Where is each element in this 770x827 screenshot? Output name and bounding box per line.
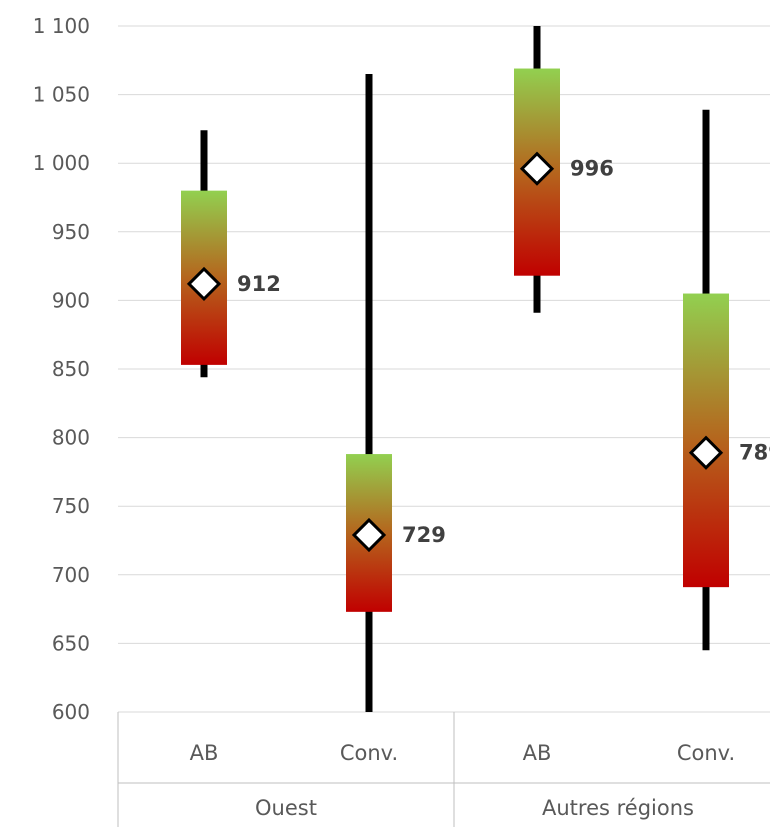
y-tick-label: 850 [52,357,90,381]
y-tick-label: 650 [52,631,90,655]
box-series: 912 729 996 789 [181,26,770,712]
category-axis [117,712,770,827]
data-label: 996 [570,157,614,181]
box-item: 996 [514,26,614,313]
x-group-label: Autres régions [542,796,694,820]
y-tick-label: 800 [52,426,90,450]
y-tick-label: 1 100 [33,14,90,38]
box-item: 912 [181,130,281,378]
y-tick-label: 1 000 [33,151,90,175]
y-tick-label: 700 [52,563,90,587]
mean-marker [519,151,555,186]
x-category-label: AB [523,741,552,765]
mean-marker [688,435,724,470]
x-axis-labels: AB Conv. Ouest AB Conv. Autres régions [190,741,736,820]
x-category-label: AB [190,741,219,765]
data-label: 912 [237,272,281,296]
mean-marker [186,266,222,302]
y-tick-label: 750 [52,494,90,518]
data-label: 729 [402,523,446,547]
y-tick-label: 600 [52,700,90,724]
y-tick-label: 900 [52,288,90,312]
data-label: 789 [739,441,770,465]
x-category-label: Conv. [340,741,398,765]
x-group-label: Ouest [255,796,317,820]
gridlines [118,25,770,713]
box-item: 789 [683,109,770,651]
y-tick-label: 950 [52,220,90,244]
mean-marker [351,517,387,553]
y-axis-tick-labels: 600 650 700 750 800 850 900 950 1 000 1 050 1 100 [33,14,90,724]
y-tick-label: 1 050 [33,83,90,107]
box-item: 729 [346,74,446,712]
x-category-label: Conv. [677,741,735,765]
